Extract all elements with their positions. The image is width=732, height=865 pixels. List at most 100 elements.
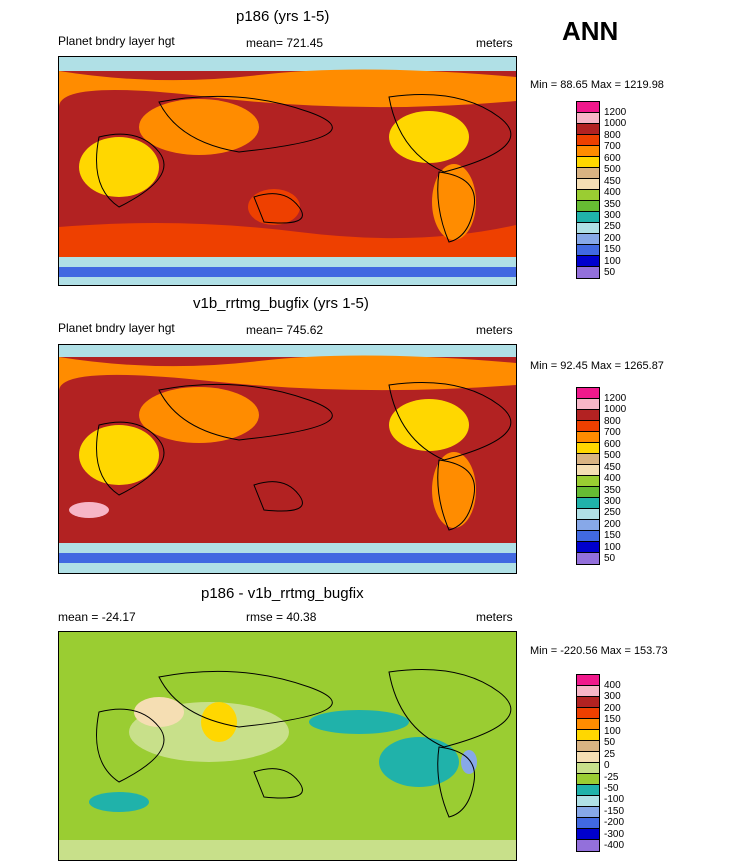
panel2-colorbar-ticks: 1200 1000 800 700 600 500 450 400 350 300 250 200 15… [604,393,626,565]
panel1-colorbar-tick: 800 [604,129,621,141]
panel2-pink-patch [69,502,109,518]
panel2-colorbar-tick: 600 [604,438,621,450]
panel3-colorbar-swatch [577,686,599,697]
panel3-colorbar-swatch [577,741,599,752]
panel2-colorbar-swatch [577,432,599,443]
panel2-colorbar-swatch [577,388,599,399]
panel2-coast-namerica [388,382,512,461]
panel1-colorbar-tick: 600 [604,152,621,164]
panel3-colorbar-swatch [577,719,599,730]
panel3-coast-namerica [388,669,512,748]
panel2-minmax: Min = 92.45 Max = 1265.87 [530,360,664,372]
panel1-colorbar-tick: 350 [604,198,621,210]
panel1-asia [139,99,259,155]
panel2-colorbar-tick: 150 [604,530,621,542]
panel3-colorbar-swatch [577,807,599,818]
panel3-colorbar-tick: 400 [604,680,621,691]
panel3-colorbar-tick: 150 [604,714,621,726]
season-label: ANN [562,16,619,46]
panel2-colorbar-tick: 700 [604,427,621,439]
panel1-coast-asia [158,95,333,153]
panel1-map [58,56,517,286]
panel3-colorbar-tick: 100 [604,725,621,737]
panel1-coast-australia [253,193,303,224]
panel1-colorbar-swatch [577,168,599,179]
panel1-colorbar-swatch [577,234,599,245]
panel3-colorbar-tick: -400 [604,840,625,852]
panel1-colorbar-swatch [577,190,599,201]
panel1-colorbar-swatch [577,124,599,135]
panel1-nh-band [59,69,516,108]
panel1-colorbar [576,101,600,279]
panel2-colorbar-tick: 250 [604,507,621,519]
panel3-colorbar-tick: -150 [604,805,625,817]
panel1-colorbar-swatch [577,212,599,223]
panel2-asia [139,387,259,443]
panel1-namerica [389,111,469,163]
panel3-south-band [59,840,516,860]
panel2-namerica [389,399,469,451]
panel3-coast-australia [253,768,303,799]
panel3-units-label: meters [476,610,513,624]
panel3-colorbar-tick: -100 [604,794,625,806]
panel3-title: p186 - v1b_rrtmg_bugfix [201,585,364,602]
panel1-colorbar-swatch [577,102,599,113]
panel2-colorbar-tick: 350 [604,484,621,496]
panel1-colorbar-swatch [577,113,599,124]
panel3-colorbar-swatch [577,697,599,708]
panel2-colorbar [576,387,600,565]
panel3-colorbar-ticks: 400 300 200 150 100 50 25 0 -25 -50 -100 -150 -200 -3… [604,680,624,852]
panel2-colorbar-swatch [577,498,599,509]
panel2-colorbar-swatch [577,542,599,553]
panel3-colorbar-tick: 300 [604,691,621,703]
panel1-coast-africa [96,133,165,208]
panel2-colorbar-swatch [577,487,599,498]
panel1-colorbar-tick: 300 [604,209,621,221]
panel3-colorbar-swatch [577,840,599,851]
panel1-colorbar-tick: 1000 [604,118,627,130]
panel3-colorbar-swatch [577,763,599,774]
panel3-wheat-patch [134,697,184,727]
panel2-colorbar-swatch [577,509,599,520]
panel2-colorbar-tick: 200 [604,518,621,530]
panel1-samerica [432,164,476,240]
panel3-coast-asia [158,670,333,728]
panel2-colorbar-swatch [577,410,599,421]
panel2-colorbar-swatch [577,399,599,410]
panel1-antarctic-band [59,267,516,277]
panel2-units-label: meters [476,323,513,337]
panel1-australia [248,189,300,225]
panel2-colorbar-swatch [577,476,599,487]
panel1-coast-samerica [437,171,476,243]
panel3-colorbar-tick: 0 [604,760,610,772]
panel1-mean-label: mean= 721.45 [246,36,324,50]
panel1-colorbar-tick: 450 [604,175,621,187]
panel2-colorbar-swatch [577,520,599,531]
panel1-coast-namerica [388,94,512,173]
panel1-colorbar-tick: 250 [604,221,621,233]
panel3-colorbar-tick: -200 [604,817,625,829]
panel2-colorbar-tick: 100 [604,541,621,553]
panel2-colorbar-tick: 300 [604,495,621,507]
panel1-colorbar-tick: 100 [604,255,621,267]
panel3-colorbar-tick: 200 [604,702,621,714]
panel1-colorbar-tick: 200 [604,232,621,244]
panel2-colorbar-swatch [577,465,599,476]
panel3-colorbar-swatch [577,818,599,829]
panel1-map-svg [59,57,516,285]
panel2-colorbar-tick: 50 [604,553,616,565]
panel2-coast-australia [253,481,303,512]
panel3-teal-patch-1 [379,737,459,787]
panel2-coast-africa [96,421,165,496]
panel3-colorbar-tick: -25 [604,771,619,783]
panel2-map-svg [59,345,516,573]
panel2-colorbar-tick: 1000 [604,404,627,416]
panel2-colorbar-tick: 800 [604,415,621,427]
panel2-colorbar-tick: 400 [604,473,621,485]
panel1-colorbar-tick: 700 [604,141,621,153]
panel1-colorbar-tick: 400 [604,187,621,199]
panel2-colorbar-tick: 450 [604,461,621,473]
panel2-coast-samerica [437,459,476,531]
panel3-colorbar-swatch [577,730,599,741]
panel3-map [58,631,517,861]
